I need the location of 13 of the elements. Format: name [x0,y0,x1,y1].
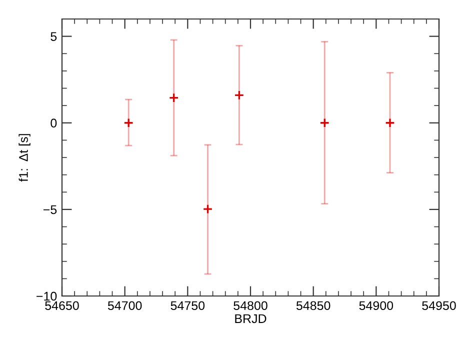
x-tick-label: 54800 [234,301,268,310]
x-tick-label: 54750 [170,301,205,310]
x-tick-label: 54900 [359,301,394,310]
y-axis-title: f1: Δt [s] [18,134,30,182]
y-tick-label: 0 [50,118,57,128]
y-tick-label: −5 [44,205,57,214]
x-axis-title: BRJD [235,314,266,324]
x-tick-label: 54950 [422,301,456,310]
y-tick-label: −10 [36,292,57,301]
x-tick-label: 54700 [108,301,142,310]
y-tick-label: 5 [50,32,57,41]
x-tick-label: 54650 [45,301,79,310]
x-tick-label: 54850 [296,301,330,310]
